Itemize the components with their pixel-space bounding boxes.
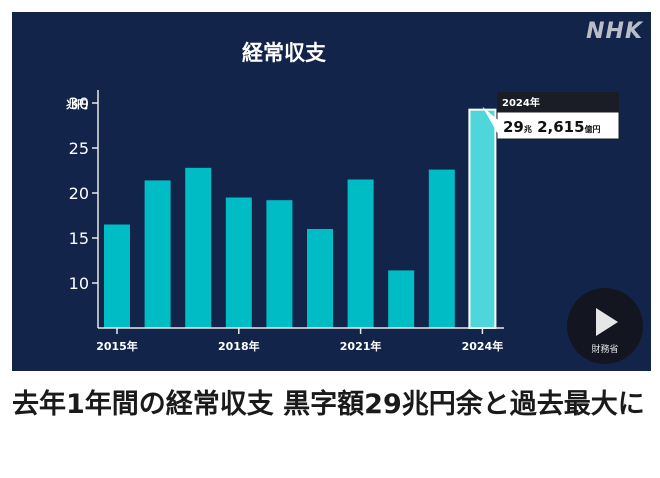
- news-media-panel: 経常収支兆円 10 15 20 25 30 2015年 2018年 2021年 2024年 2024…: [12, 12, 651, 371]
- x-tick-label: 2018年: [218, 339, 260, 353]
- bar-2016年: [144, 180, 171, 328]
- bar-2017年: [185, 167, 212, 328]
- callout-pointer: [482, 106, 498, 134]
- bar-2015年: [104, 224, 130, 328]
- bar-2024年: [468, 108, 497, 329]
- callout-value: 29兆 2,615億円: [503, 118, 601, 136]
- bar-2020年: [307, 229, 333, 328]
- nhk-logo: NHK: [586, 19, 643, 44]
- y-axis-unit: 兆円: [66, 97, 88, 111]
- bar-2022年: [388, 270, 415, 328]
- y-tick-label: 10: [69, 274, 89, 293]
- y-tick-label: 25: [69, 139, 89, 158]
- x-tick-label: 2015年: [96, 339, 138, 353]
- callout-header: [497, 92, 619, 112]
- y-tick-label: 15: [69, 229, 89, 248]
- bar-2018年: [225, 197, 252, 328]
- x-tick-label: 2021年: [340, 339, 382, 353]
- chart-title: 経常収支: [242, 41, 327, 65]
- y-tick-label: 20: [69, 184, 89, 203]
- x-tick-label: 2024年: [462, 339, 504, 353]
- bar-2021年: [347, 179, 374, 328]
- callout-year: 2024年: [502, 96, 540, 109]
- y-tick-label: 30: [69, 94, 89, 113]
- bar-2023年: [428, 169, 455, 328]
- bar-2019年: [266, 200, 293, 328]
- play-button[interactable]: 財務省: [567, 288, 643, 364]
- play-icon: [596, 308, 618, 336]
- headline[interactable]: 去年1年間の経常収支 黒字額29兆円余と過去最大に: [12, 389, 645, 420]
- play-caption: 財務省: [591, 345, 619, 355]
